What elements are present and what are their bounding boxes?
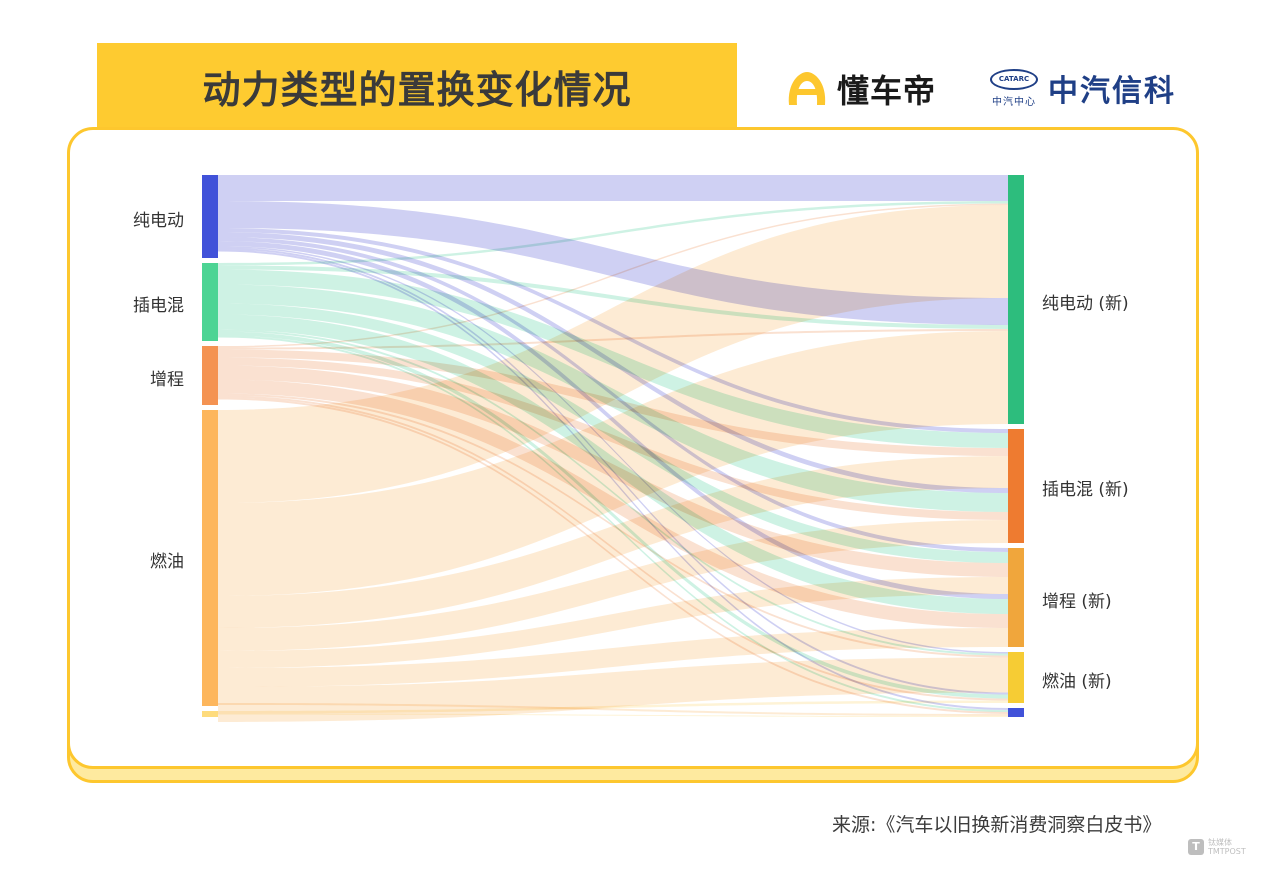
chart-title: 动力类型的置换变化情况 — [202, 68, 632, 112]
sankey-nodes — [202, 175, 1024, 717]
source-node-erev[interactable] — [202, 346, 218, 405]
target-node-bev_new[interactable] — [1008, 175, 1024, 424]
catarc-subtitle: 中汽中心 — [992, 96, 1036, 108]
sankey-flow-other-other_new[interactable] — [218, 713, 1008, 718]
dongchedi-logo: 懂车帝 — [785, 66, 936, 112]
dongchedi-logo-icon — [788, 72, 826, 105]
tmtpost-icon: T — [1188, 839, 1204, 855]
sankey-flow-phev-phev_new[interactable] — [218, 269, 1008, 449]
sankey-flow-ice-erev_new[interactable] — [218, 628, 1008, 687]
target-node-other_new[interactable] — [1008, 708, 1024, 717]
sankey-flow-bev-ice_new[interactable] — [218, 246, 1008, 654]
source-label-bev: 纯电动 — [133, 210, 184, 231]
sankey-flow-erev-ice_new[interactable] — [218, 393, 1008, 658]
source-label-erev: 增程 — [150, 369, 184, 390]
catarc-badge: CATARC 中汽中心 — [990, 68, 1038, 108]
sankey-flow-erev-ice_new[interactable] — [218, 395, 1008, 701]
sankey-flow-bev-erev_new[interactable] — [218, 237, 1008, 552]
sankey-flow-bev-phev_new[interactable] — [218, 232, 1008, 493]
target-label-phev_new: 插电混 (新) — [1042, 480, 1129, 500]
sankey-flow-bev-bev_new[interactable] — [218, 175, 1008, 201]
target-label-bev_new: 纯电动 (新) — [1042, 293, 1129, 314]
source-node-other[interactable] — [202, 711, 218, 717]
sankey-flow-erev-erev_new[interactable] — [218, 379, 1008, 629]
sankey-flow-erev-bev_new[interactable] — [218, 329, 1008, 350]
source-node-phev[interactable] — [202, 263, 218, 341]
catarc-logo-text: 中汽信科 — [1048, 74, 1176, 109]
sankey-flow-erev-other_new[interactable] — [218, 397, 1008, 715]
target-label-ice_new: 燃油 (新) — [1042, 671, 1112, 692]
target-label-erev_new: 增程 (新) — [1042, 591, 1112, 612]
sankey-flow-phev-phev_new[interactable] — [218, 284, 1008, 513]
sankey-flow-ice-other_new[interactable] — [218, 703, 1008, 716]
sankey-flow-phev-bev_new[interactable] — [218, 265, 1008, 330]
sankey-flow-phev-erev_new[interactable] — [218, 314, 1008, 615]
source-node-ice[interactable] — [202, 410, 218, 706]
title-banner: 动力类型的置换变化情况 — [97, 43, 737, 129]
watermark-text: 钛媒体 TMTPOST — [1208, 838, 1246, 856]
source-label-ice: 燃油 — [150, 552, 184, 572]
sankey-flow-phev-erev_new[interactable] — [218, 303, 1008, 564]
target-node-erev_new[interactable] — [1008, 548, 1024, 647]
sankey-flow-bev-other_new[interactable] — [218, 249, 1008, 711]
catarc-oval-icon: CATARC — [990, 68, 1038, 90]
sankey-flow-bev-erev_new[interactable] — [218, 241, 1008, 599]
target-node-phev_new[interactable] — [1008, 429, 1024, 543]
sankey-flow-phev-other_new[interactable] — [218, 335, 1008, 713]
source-note: 来源:《汽车以旧换新消费洞察白皮书》 — [832, 814, 1162, 836]
watermark-cn: 钛媒体 — [1208, 838, 1232, 847]
sankey-flow-phev-bev_new[interactable] — [218, 201, 1008, 266]
sankey-flow-bev-ice_new[interactable] — [218, 247, 1008, 695]
sankey-flow-bev-phev_new[interactable] — [218, 228, 1008, 433]
source-node-bev[interactable] — [202, 175, 218, 258]
sankey-flow-phev-ice_new[interactable] — [218, 329, 1008, 656]
sankey-flow-bev-bev_new[interactable] — [218, 201, 1008, 325]
target-node-ice_new[interactable] — [1008, 652, 1024, 703]
source-label-phev: 插电混 — [133, 296, 184, 316]
dongchedi-logo-text: 懂车帝 — [837, 72, 937, 110]
sankey-flow-phev-ice_new[interactable] — [218, 331, 1008, 699]
sankey-flow-other-ice_new[interactable] — [218, 700, 1008, 714]
tmtpost-watermark: T 钛媒体 TMTPOST — [1188, 838, 1246, 856]
catarc-logo: CATARC 中汽中心 中汽信科 — [990, 66, 1176, 110]
watermark-en: TMTPOST — [1208, 847, 1246, 856]
sankey-flows — [218, 175, 1008, 722]
